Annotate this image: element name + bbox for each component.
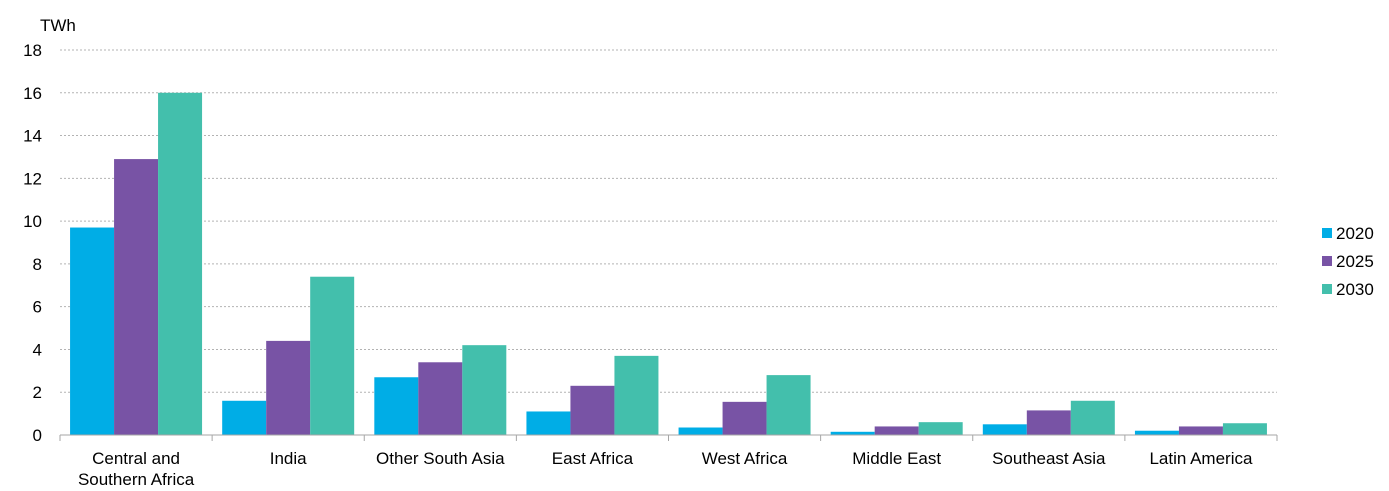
bar-2030 bbox=[1222, 423, 1267, 435]
axes bbox=[59, 434, 1278, 441]
legend-label-2025: 2025 bbox=[1336, 252, 1374, 271]
y-tick-label: 10 bbox=[23, 212, 42, 231]
bar-2025 bbox=[114, 159, 159, 436]
bar-2025 bbox=[722, 401, 767, 435]
bars bbox=[70, 92, 1267, 436]
bar-2025 bbox=[874, 426, 919, 435]
y-tick-label: 4 bbox=[33, 340, 42, 359]
bar-2025 bbox=[1026, 410, 1071, 435]
bar-2030 bbox=[310, 276, 355, 435]
bar-2020 bbox=[526, 411, 571, 435]
bar-2020 bbox=[374, 377, 419, 435]
legend-label-2020: 2020 bbox=[1336, 224, 1374, 243]
y-tick-label: 12 bbox=[23, 169, 42, 188]
category-label: Latin America bbox=[1149, 449, 1253, 468]
legend-label-2030: 2030 bbox=[1336, 280, 1374, 299]
bar-2025 bbox=[570, 385, 615, 435]
bar-2030 bbox=[1070, 400, 1115, 435]
bar-2020 bbox=[222, 400, 267, 435]
bar-2025 bbox=[418, 362, 463, 435]
bar-2025 bbox=[266, 340, 311, 435]
category-label: India bbox=[270, 449, 307, 468]
legend-swatch-2020 bbox=[1322, 228, 1332, 238]
bar-2030 bbox=[766, 375, 811, 435]
bar-2030 bbox=[158, 92, 203, 436]
y-tick-label: 8 bbox=[33, 255, 42, 274]
y-tick-label: 6 bbox=[33, 298, 42, 317]
bar-2030 bbox=[918, 422, 963, 435]
bar-2020 bbox=[1134, 430, 1179, 435]
bar-2020 bbox=[70, 227, 115, 435]
y-tick-labels: 0 2 4 6 8 10 12 14 16 18 bbox=[23, 41, 42, 445]
y-tick-label: 0 bbox=[33, 426, 42, 445]
category-label: Central and Southern Africa bbox=[78, 449, 195, 489]
category-label: East Africa bbox=[552, 449, 634, 468]
y-tick-label: 18 bbox=[23, 41, 42, 60]
category-label: Middle East bbox=[852, 449, 941, 468]
bar-2030 bbox=[614, 355, 659, 435]
y-tick-label: 16 bbox=[23, 84, 42, 103]
bar-2020 bbox=[982, 424, 1027, 435]
legend-swatch-2030 bbox=[1322, 284, 1332, 294]
legend-swatch-2025 bbox=[1322, 256, 1332, 266]
category-labels: Central and Southern Africa India Other Sou… bbox=[78, 449, 1253, 489]
y-tick-label: 14 bbox=[23, 127, 42, 146]
bar-2025 bbox=[1178, 426, 1223, 435]
gridlines bbox=[60, 49, 1277, 393]
y-tick-label: 2 bbox=[33, 383, 42, 402]
bar-2020 bbox=[678, 427, 723, 435]
bar-2030 bbox=[462, 345, 507, 435]
category-label: Southeast Asia bbox=[992, 449, 1106, 468]
y-axis-unit-label: TWh bbox=[40, 16, 76, 35]
category-label: Other South Asia bbox=[376, 449, 505, 468]
bar-2020 bbox=[830, 431, 875, 435]
category-label: West Africa bbox=[702, 449, 788, 468]
legend: 2020 2025 2030 bbox=[1322, 224, 1374, 299]
